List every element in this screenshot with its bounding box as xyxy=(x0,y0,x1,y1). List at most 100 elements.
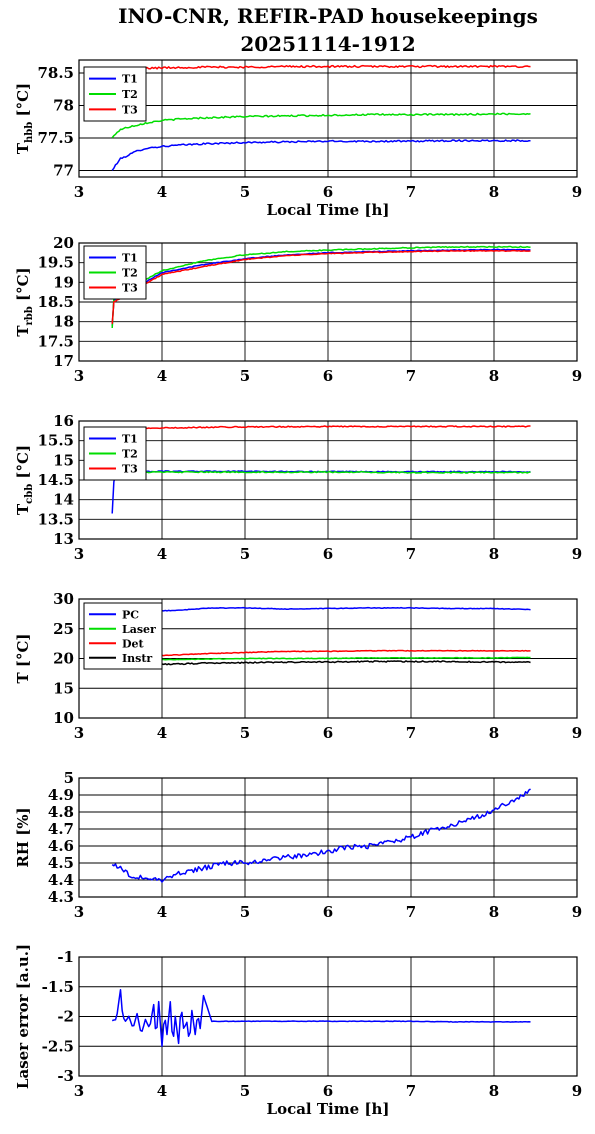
y-tick-label: 15.5 xyxy=(37,432,74,450)
x-tick-label: 9 xyxy=(572,903,582,921)
plot-frame xyxy=(78,420,578,540)
legend-label: Instr xyxy=(122,652,152,665)
x-tick-label: 5 xyxy=(240,367,250,385)
y-tick-label: 14.5 xyxy=(37,471,74,489)
y-tick-label: 18 xyxy=(53,313,74,331)
x-tick-label: 6 xyxy=(323,1082,333,1100)
x-tick-label: 3 xyxy=(74,903,84,921)
plot-frame xyxy=(78,956,578,1077)
grid-lines xyxy=(79,778,577,897)
legend-label: T3 xyxy=(122,463,138,476)
y-tick-label: 77 xyxy=(53,162,74,180)
y-axis-label: Tcbb [°C] xyxy=(14,445,35,515)
x-tick-label: 3 xyxy=(74,724,84,742)
y-tick-label: 17 xyxy=(53,352,74,370)
y-tick-label: 14 xyxy=(53,491,74,509)
series-line-t2 xyxy=(111,112,531,139)
x-tick-label: 5 xyxy=(240,1082,250,1100)
chart-panel-6: 3 4 5 6 7 8 9 -3 -2.5 -2 -1.5 -1 Laser error [a.u.] L… xyxy=(14,944,582,1118)
y-axis-label: Trbb [°C] xyxy=(14,267,35,336)
grid-lines xyxy=(79,421,577,539)
x-tick-label: 7 xyxy=(406,903,416,921)
series-line-t3 xyxy=(111,249,531,325)
plot-frame xyxy=(78,777,578,898)
x-tick-label: 8 xyxy=(489,545,499,563)
legend-label: T2 xyxy=(122,448,138,461)
x-tick-label: 8 xyxy=(489,183,499,201)
y-tick-label: 13.5 xyxy=(37,510,74,528)
x-tick-label: 3 xyxy=(74,1082,84,1100)
y-tick-label: 16 xyxy=(53,412,74,430)
y-tick-label: -2 xyxy=(57,1008,74,1026)
grid-lines xyxy=(79,957,577,1076)
legend-label: T3 xyxy=(122,103,138,116)
x-tick-label: 9 xyxy=(572,724,582,742)
x-tick-label: 6 xyxy=(323,367,333,385)
grid-lines xyxy=(79,243,577,361)
x-tick-label: 9 xyxy=(572,1082,582,1100)
x-tick-label: 4 xyxy=(157,367,167,385)
y-tick-label: 78 xyxy=(53,97,74,115)
series-line-t3 xyxy=(120,64,531,71)
legend: T1 T2 T3 xyxy=(83,245,147,300)
plot-frame xyxy=(78,59,578,178)
x-tick-label: 8 xyxy=(489,724,499,742)
y-tick-label: 4.4 xyxy=(48,871,74,889)
y-tick-label: 4.3 xyxy=(48,888,74,906)
series-line-instr xyxy=(161,660,531,666)
x-tick-label: 5 xyxy=(240,545,250,563)
y-tick-label: 20 xyxy=(53,650,74,668)
y-tick-label: 4.6 xyxy=(48,837,74,855)
y-tick-label: 15 xyxy=(53,679,74,697)
x-tick-label: 4 xyxy=(157,545,167,563)
legend-label: T1 xyxy=(122,73,138,86)
x-tick-label: 6 xyxy=(323,545,333,563)
x-tick-label: 8 xyxy=(489,903,499,921)
legend-label: T2 xyxy=(122,88,138,101)
x-tick-label: 6 xyxy=(323,724,333,742)
y-tick-label: -1 xyxy=(57,948,74,966)
x-tick-label: 7 xyxy=(406,724,416,742)
grid-lines xyxy=(79,60,577,177)
x-tick-label: 5 xyxy=(240,903,250,921)
legend-label: T2 xyxy=(122,267,138,280)
x-axis-label: Local Time [h] xyxy=(267,1100,390,1118)
x-tick-label: 7 xyxy=(406,367,416,385)
y-tick-label: 18.5 xyxy=(37,293,74,311)
series-line-data xyxy=(111,788,531,883)
figure-title-line2: 20251114-1912 xyxy=(240,32,415,56)
y-axis-label: Laser error [a.u.] xyxy=(14,944,32,1089)
y-tick-label: 4.7 xyxy=(48,820,74,838)
y-tick-label: 25 xyxy=(53,620,74,638)
y-axis-label: Thbb [°C] xyxy=(14,83,35,154)
y-tick-label: 30 xyxy=(53,590,74,608)
legend-label: T1 xyxy=(122,433,138,446)
y-tick-label: 13 xyxy=(53,530,74,548)
legend-label: Det xyxy=(122,637,145,650)
y-tick-label: 78.5 xyxy=(37,64,74,82)
y-tick-label: 5 xyxy=(64,769,74,787)
series-line-pc xyxy=(161,606,531,612)
y-tick-label: 4.9 xyxy=(48,786,74,804)
y-tick-label: 19.5 xyxy=(37,254,74,272)
y-tick-label: -1.5 xyxy=(42,978,74,996)
x-tick-label: 3 xyxy=(74,545,84,563)
legend-label: Laser xyxy=(122,623,156,636)
x-tick-label: 7 xyxy=(406,545,416,563)
x-axis-label: Local Time [h] xyxy=(267,201,390,219)
y-tick-label: 4.5 xyxy=(48,854,74,872)
x-tick-label: 9 xyxy=(572,367,582,385)
legend: T1 T2 T3 xyxy=(83,426,147,481)
series-line-data xyxy=(111,988,531,1047)
x-tick-label: 3 xyxy=(74,367,84,385)
plot-frame xyxy=(78,598,578,719)
legend-label: T3 xyxy=(122,282,138,295)
series-line-t1 xyxy=(111,470,531,514)
series-line-t2 xyxy=(120,470,531,474)
